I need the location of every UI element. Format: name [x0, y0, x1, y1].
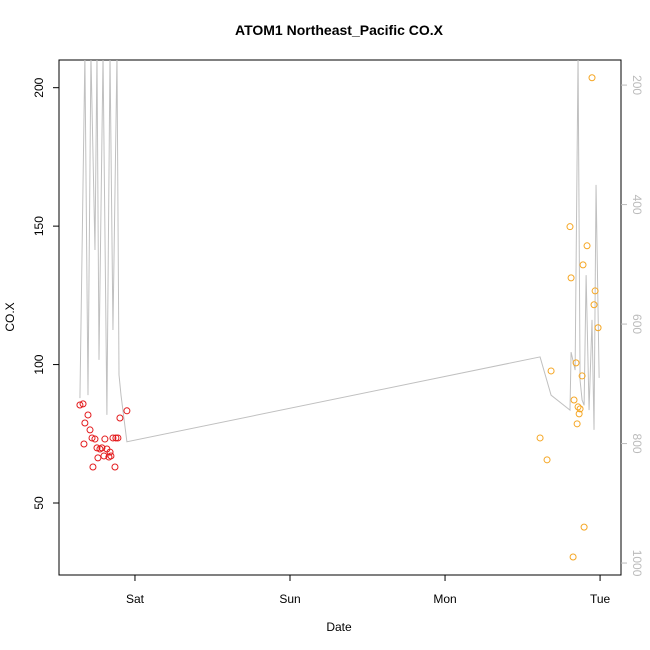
- point: [566, 223, 574, 231]
- plot-area: [76, 60, 602, 561]
- point: [583, 242, 591, 250]
- point: [91, 435, 99, 443]
- point: [112, 434, 120, 442]
- point: [590, 301, 598, 309]
- point: [543, 456, 551, 464]
- point: [76, 401, 84, 409]
- point: [100, 452, 108, 460]
- x-tick-label: Tue: [590, 592, 611, 606]
- point: [109, 434, 117, 442]
- point: [578, 372, 586, 380]
- point: [594, 324, 602, 332]
- chart-title: ATOM1 Northeast_Pacific CO.X: [235, 22, 444, 38]
- point: [88, 434, 96, 442]
- point: [591, 287, 599, 295]
- point: [94, 454, 102, 462]
- point: [580, 523, 588, 531]
- point: [114, 434, 122, 442]
- y2-tick-label: 800: [630, 434, 644, 454]
- point: [111, 463, 119, 471]
- x-tick-label: Sun: [279, 592, 300, 606]
- point: [574, 403, 582, 411]
- y-tick-label: 50: [32, 496, 46, 510]
- point: [569, 553, 577, 561]
- point: [101, 435, 109, 443]
- y2-tick-label: 600: [630, 314, 644, 334]
- y-axis-label: CO.X: [3, 302, 17, 331]
- y-tick-label: 150: [32, 216, 46, 236]
- point: [570, 396, 578, 404]
- point: [572, 359, 580, 367]
- point: [107, 452, 115, 460]
- point: [89, 463, 97, 471]
- point: [573, 420, 581, 428]
- y2-tick-label: 200: [630, 75, 644, 95]
- point: [116, 414, 124, 422]
- point: [588, 74, 596, 82]
- x-tick-label: Mon: [433, 592, 456, 606]
- point: [98, 444, 106, 452]
- point: [93, 444, 101, 452]
- point: [576, 405, 584, 413]
- point: [80, 440, 88, 448]
- point: [536, 434, 544, 442]
- y-tick-label: 100: [32, 354, 46, 374]
- point: [84, 411, 92, 419]
- point: [81, 419, 89, 427]
- x-axis-label: Date: [326, 620, 352, 634]
- point: [579, 261, 587, 269]
- y-tick-label: 200: [32, 77, 46, 97]
- x-tick-label: Sat: [126, 592, 145, 606]
- point: [567, 274, 575, 282]
- y2-tick-label: 400: [630, 195, 644, 215]
- point: [547, 367, 555, 375]
- point: [79, 400, 87, 408]
- point: [106, 448, 114, 456]
- plot-frame: [58, 59, 622, 576]
- y2-tick-label: 1000: [630, 550, 644, 577]
- point: [86, 426, 94, 434]
- pressure-line: [79, 60, 600, 443]
- point: [123, 407, 131, 415]
- point: [575, 410, 583, 418]
